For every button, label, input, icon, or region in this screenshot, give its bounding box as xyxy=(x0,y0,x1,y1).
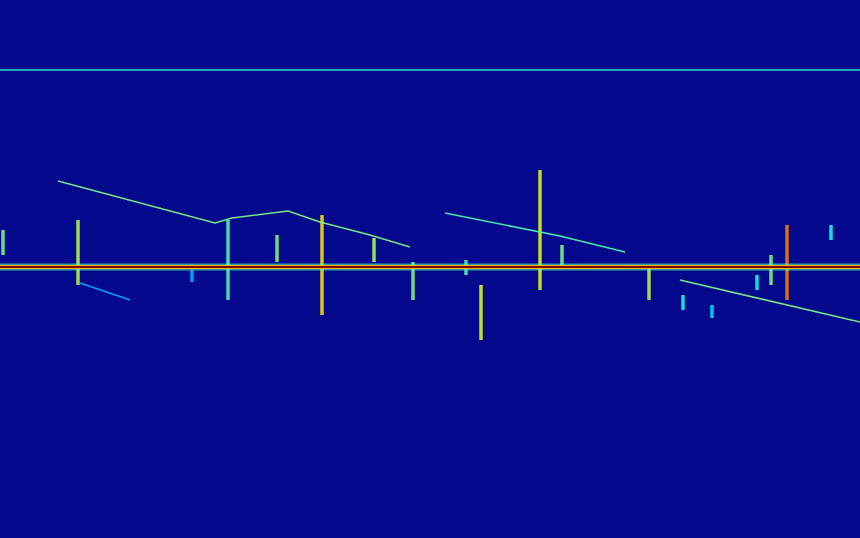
burst xyxy=(76,220,80,285)
sweep-line xyxy=(80,283,130,300)
sweep-line xyxy=(0,69,860,71)
burst xyxy=(226,220,230,300)
burst xyxy=(479,285,483,340)
burst xyxy=(710,305,714,318)
sweep-line xyxy=(445,213,625,252)
burst xyxy=(1,230,5,255)
burst xyxy=(829,225,833,240)
spectrogram xyxy=(0,0,860,538)
burst xyxy=(785,225,789,300)
carrier-tone xyxy=(0,266,860,268)
burst xyxy=(372,238,376,262)
burst xyxy=(755,275,759,290)
burst xyxy=(560,245,564,265)
burst xyxy=(681,295,685,310)
tone-glow xyxy=(0,264,860,271)
burst xyxy=(275,235,279,262)
plot-background xyxy=(0,0,860,538)
sweep-line xyxy=(680,280,860,322)
sweep-line xyxy=(58,181,410,247)
burst xyxy=(538,170,542,290)
plot-area xyxy=(0,70,860,340)
burst xyxy=(190,270,194,282)
tone-halo xyxy=(0,265,860,269)
